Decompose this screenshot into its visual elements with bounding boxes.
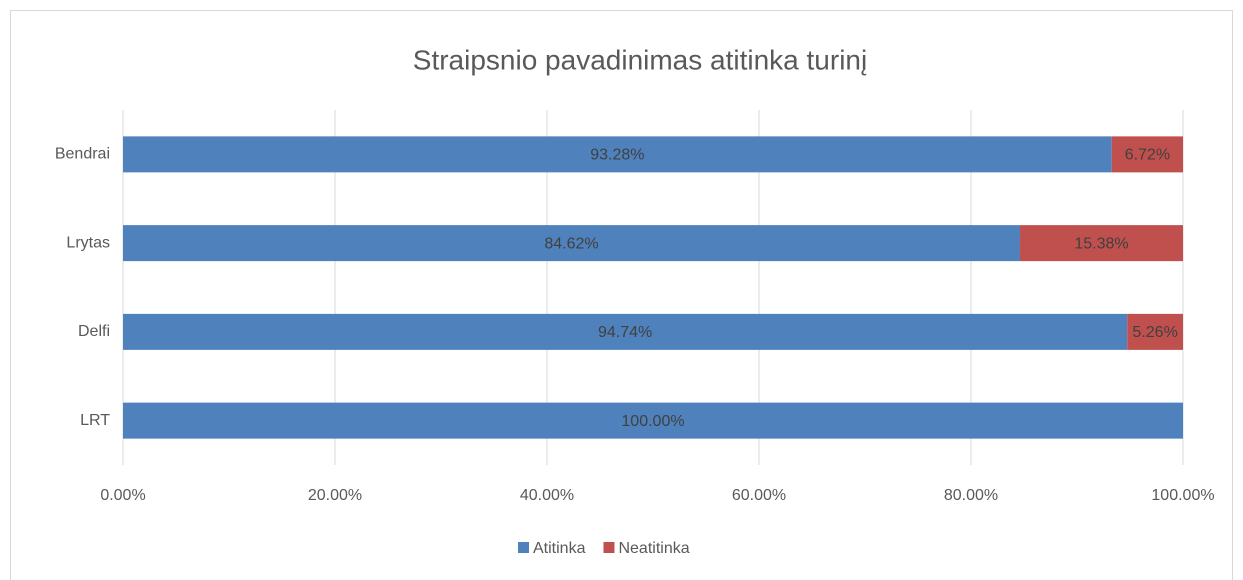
- chart-title: Straipsnio pavadinimas atitinka turinį: [413, 44, 867, 75]
- y-tick-label: Lrytas: [66, 234, 110, 251]
- legend-label: Neatitinka: [618, 540, 689, 557]
- bar-segment: [1127, 313, 1183, 350]
- x-tick-label: 0.00%: [100, 487, 145, 504]
- data-label: 100.00%: [621, 413, 684, 430]
- bar-segment: [1019, 225, 1183, 262]
- x-tick-label: 100.00%: [1151, 487, 1214, 504]
- data-label: 93.28%: [590, 147, 644, 164]
- chart-border: [10, 10, 1233, 580]
- bar-segment: [123, 136, 1112, 173]
- data-label: 84.62%: [544, 235, 598, 252]
- bar-segment: [1111, 136, 1183, 173]
- x-tick-label: 40.00%: [520, 487, 574, 504]
- data-label: 94.74%: [598, 324, 652, 341]
- data-label: 15.38%: [1074, 235, 1128, 252]
- bar-segment: [123, 313, 1128, 350]
- bar-segment: [123, 225, 1020, 262]
- legend-label: Atitinka: [533, 540, 586, 557]
- y-tick-label: Delfi: [78, 323, 110, 340]
- data-label: 6.72%: [1125, 147, 1170, 164]
- data-label: 5.26%: [1132, 324, 1177, 341]
- x-tick-label: 80.00%: [944, 487, 998, 504]
- x-tick-label: 60.00%: [732, 487, 786, 504]
- y-tick-label: Bendrai: [55, 146, 110, 163]
- bar-segment: [123, 402, 1183, 439]
- x-tick-label: 20.00%: [308, 487, 362, 504]
- legend-swatch: [518, 542, 529, 553]
- y-tick-label: LRT: [80, 412, 110, 429]
- legend-swatch: [603, 542, 615, 553]
